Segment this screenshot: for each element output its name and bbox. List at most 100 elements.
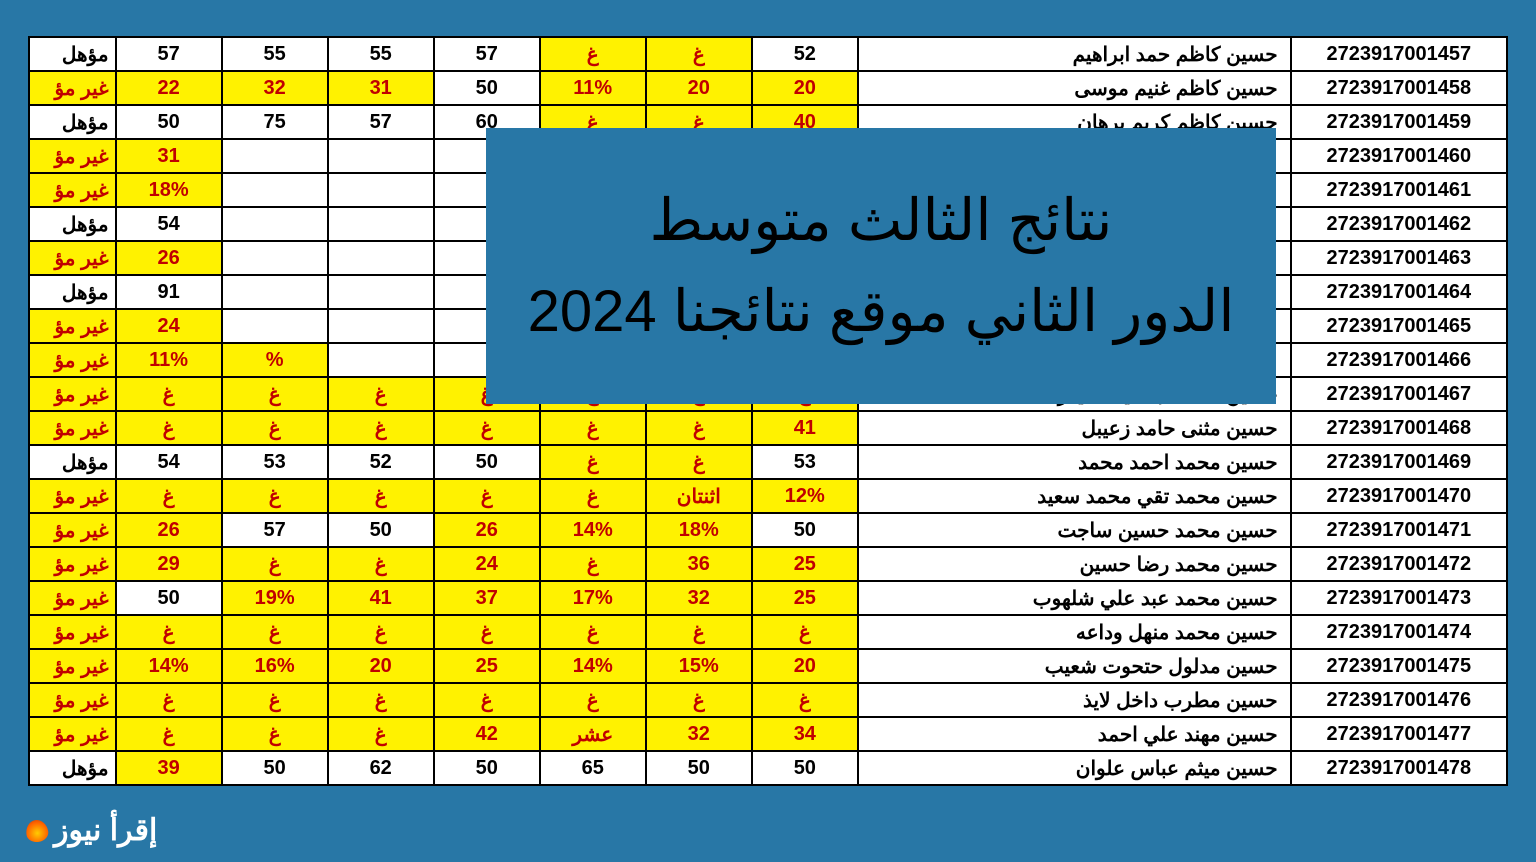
score-cell: 31 [116,139,222,173]
status-cell: مؤهل [29,275,116,309]
score-cell: 50 [646,751,752,785]
status-cell: غير مؤ [29,683,116,717]
score-cell: 34 [752,717,858,751]
score-cell: 39 [116,751,222,785]
status-cell: غير مؤ [29,139,116,173]
watermark-text: إقرأ نيوز [54,813,157,848]
table-row: 2723917001477حسين مهند علي احمد3432عشر42… [29,717,1507,751]
score-cell: 50 [434,445,540,479]
score-cell: 36 [646,547,752,581]
score-cell: 32 [646,581,752,615]
score-cell: غ [434,615,540,649]
student-id: 2723917001464 [1291,275,1507,309]
score-cell: غ [752,683,858,717]
student-name: حسين محمد تقي محمد سعيد [858,479,1291,513]
status-cell: غير مؤ [29,71,116,105]
score-cell: 24 [116,309,222,343]
score-cell: غ [328,377,434,411]
score-cell [222,173,328,207]
score-cell: غ [328,547,434,581]
score-cell: 19% [222,581,328,615]
status-cell: مؤهل [29,37,116,71]
student-id: 2723917001463 [1291,241,1507,275]
score-cell: 14% [116,649,222,683]
student-id: 2723917001477 [1291,717,1507,751]
student-id: 2723917001468 [1291,411,1507,445]
score-cell: غ [540,37,646,71]
score-cell: غ [222,479,328,513]
status-cell: غير مؤ [29,649,116,683]
status-cell: غير مؤ [29,581,116,615]
student-name: حسين محمد حسين ساجت [858,513,1291,547]
score-cell: 20 [752,71,858,105]
status-cell: غير مؤ [29,241,116,275]
score-cell: غ [328,615,434,649]
table-row: 2723917001472حسين محمد رضا حسين2536غ24غغ… [29,547,1507,581]
score-cell [328,241,434,275]
score-cell: غ [116,683,222,717]
overlay-line-2: الدور الثاني موقع نتائجنا 2024 [528,271,1235,352]
student-id: 2723917001474 [1291,615,1507,649]
score-cell: 14% [540,649,646,683]
score-cell: 50 [328,513,434,547]
score-cell: 24 [434,547,540,581]
score-cell: 50 [434,71,540,105]
score-cell: 54 [116,207,222,241]
score-cell: 16% [222,649,328,683]
score-cell: 26 [434,513,540,547]
student-id: 2723917001471 [1291,513,1507,547]
score-cell: غ [646,37,752,71]
student-name: حسين مدلول حتحوت شعيب [858,649,1291,683]
score-cell: 11% [116,343,222,377]
student-name: حسين محمد رضا حسين [858,547,1291,581]
score-cell: 20 [646,71,752,105]
score-cell: 14% [540,513,646,547]
status-cell: غير مؤ [29,309,116,343]
student-id: 2723917001465 [1291,309,1507,343]
score-cell: غ [222,411,328,445]
score-cell: غ [646,615,752,649]
student-name: حسين محمد عبد علي شلهوب [858,581,1291,615]
table-row: 2723917001475حسين مدلول حتحوت شعيب2015%1… [29,649,1507,683]
score-cell [222,139,328,173]
score-cell: غ [116,717,222,751]
score-cell: 50 [752,513,858,547]
score-cell: غ [116,479,222,513]
score-cell: غ [540,411,646,445]
score-cell: 42 [434,717,540,751]
score-cell: عشر [540,717,646,751]
table-row: 2723917001458حسين كاظم غنيم موسى202011%5… [29,71,1507,105]
score-cell: 31 [328,71,434,105]
score-cell: 12% [752,479,858,513]
table-row: 2723917001471حسين محمد حسين ساجت5018%14%… [29,513,1507,547]
score-cell: 55 [222,37,328,71]
table-row: 2723917001470حسين محمد تقي محمد سعيد12%ا… [29,479,1507,513]
score-cell: غ [540,615,646,649]
table-row: 2723917001478حسين ميثم عباس علوان5050655… [29,751,1507,785]
score-cell: 25 [434,649,540,683]
title-overlay: نتائج الثالث متوسط الدور الثاني موقع نتا… [486,128,1276,404]
score-cell: 65 [540,751,646,785]
score-cell: غ [752,615,858,649]
score-cell: 41 [752,411,858,445]
status-cell: مؤهل [29,445,116,479]
student-name: حسين محمد منهل وداعه [858,615,1291,649]
score-cell: غ [116,377,222,411]
score-cell: 50 [116,105,222,139]
score-cell: 55 [328,37,434,71]
score-cell: غ [222,717,328,751]
student-id: 2723917001469 [1291,445,1507,479]
score-cell: 32 [222,71,328,105]
status-cell: غير مؤ [29,513,116,547]
student-id: 2723917001472 [1291,547,1507,581]
score-cell: 91 [116,275,222,309]
score-cell: 18% [646,513,752,547]
score-cell [328,343,434,377]
student-name: حسين محمد احمد محمد [858,445,1291,479]
score-cell: اثنتان [646,479,752,513]
score-cell: 25 [752,581,858,615]
score-cell: غ [328,479,434,513]
score-cell: غ [540,683,646,717]
student-id: 2723917001473 [1291,581,1507,615]
score-cell: 15% [646,649,752,683]
